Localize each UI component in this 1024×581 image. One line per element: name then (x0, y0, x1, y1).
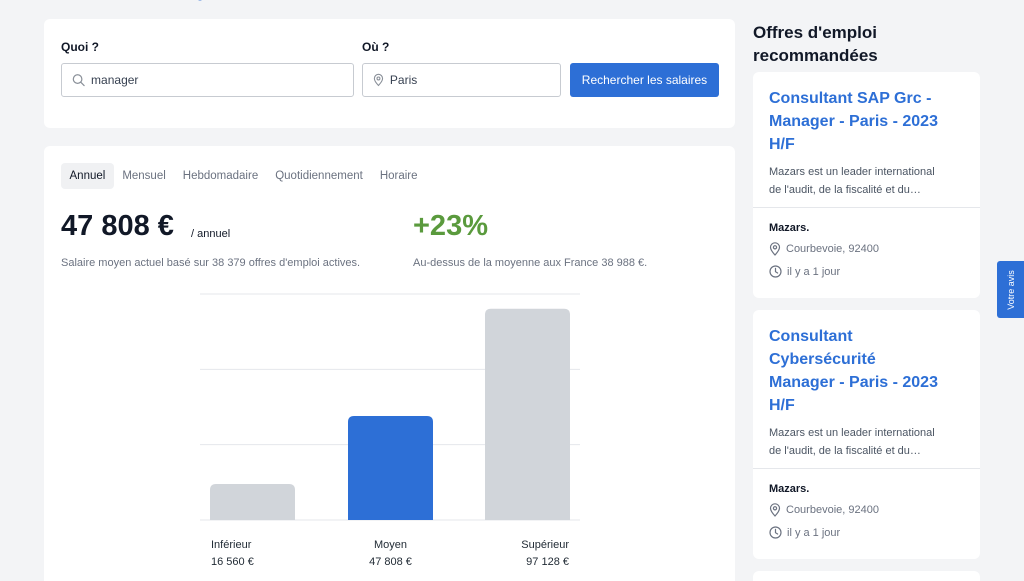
tab-annuel[interactable]: Annuel (61, 163, 114, 189)
job-posted-text: il y a 1 jour (787, 265, 841, 278)
what-label: Quoi ? (61, 40, 99, 54)
tab-quotidiennement[interactable]: Quotidiennement (275, 170, 363, 182)
chart-labels: Inférieur 16 560 € Moyen 47 808 € Supérieur 9… (211, 539, 569, 568)
job-title-link[interactable]: Consultant SAP Grc - Manager - Paris - 2… (769, 90, 938, 153)
job-description-line: de l'audit, de la fiscalité et du… (769, 445, 921, 457)
divider (753, 468, 980, 469)
job-card[interactable]: Consultant Cybersécurité Manager - Paris… (753, 310, 980, 559)
what-input[interactable] (91, 73, 353, 87)
location-pin-icon (373, 73, 384, 87)
job-description-line: Mazars est un leader international (769, 427, 935, 439)
what-field[interactable] (61, 63, 354, 97)
job-posted: il y a 1 jour (769, 526, 840, 539)
location-pin-icon (769, 503, 781, 517)
chart-bar-1 (348, 416, 433, 520)
top-link-fragment (198, 0, 202, 1)
search-icon (72, 74, 85, 87)
chart-value-label: 47 808 € (369, 556, 412, 568)
feedback-tab[interactable]: Votre avis (997, 261, 1024, 318)
tab-mensuel[interactable]: Mensuel (122, 170, 166, 182)
job-location-text: Courbevoie, 92400 (786, 243, 879, 255)
chart-bar-2 (485, 308, 570, 520)
where-field[interactable] (362, 63, 561, 97)
search-card: Quoi ? Où ? Rechercher les salaires (44, 19, 735, 128)
salary-period-unit: / annuel (191, 228, 231, 240)
salary-card: Annuel Mensuel Hebdomadaire Quotidiennem… (44, 146, 735, 581)
tab-hebdomadaire[interactable]: Hebdomadaire (182, 170, 259, 182)
chart-category-label: Moyen (374, 539, 407, 551)
job-company: Mazars. (769, 222, 810, 234)
job-card[interactable] (753, 571, 980, 581)
chart-category-label: Supérieur (521, 539, 569, 551)
divider (753, 207, 980, 208)
feedback-label: Votre avis (1005, 269, 1016, 310)
job-location: Courbevoie, 92400 (769, 503, 879, 517)
recommended-jobs-heading: Offres d'emploi recommandées (753, 23, 878, 65)
job-location-text: Courbevoie, 92400 (786, 504, 879, 516)
search-salaries-button[interactable]: Rechercher les salaires (570, 63, 719, 97)
where-input[interactable] (389, 73, 560, 87)
chart-bars (210, 308, 570, 520)
period-tabs: Annuel Mensuel Hebdomadaire Quotidiennem… (61, 163, 426, 189)
job-posted-text: il y a 1 jour (787, 526, 841, 539)
average-caption: Salaire moyen actuel basé sur 38 379 off… (61, 257, 361, 269)
clock-icon (769, 526, 782, 539)
chart-value-label: 16 560 € (211, 556, 254, 568)
clock-icon (769, 265, 782, 278)
job-location: Courbevoie, 92400 (769, 242, 879, 256)
job-posted: il y a 1 jour (769, 265, 840, 278)
job-description-line: de l'audit, de la fiscalité et du… (769, 184, 921, 196)
job-title-link[interactable]: Consultant Cybersécurité Manager - Paris… (769, 328, 938, 414)
average-salary: 47 808 € (61, 210, 174, 242)
location-pin-icon (769, 242, 781, 256)
comparison-percent: +23% (413, 210, 488, 242)
job-card[interactable]: Consultant SAP Grc - Manager - Paris - 2… (753, 72, 980, 298)
salary-bar-chart: Inférieur 16 560 € Moyen 47 808 € Supérieur 9… (200, 293, 580, 568)
chart-category-label: Inférieur (211, 539, 252, 551)
where-label: Où ? (362, 40, 390, 54)
chart-bar-0 (210, 483, 295, 520)
chart-value-label: 97 128 € (526, 556, 569, 568)
comparison-caption: Au-dessus de la moyenne aux France 38 98… (413, 257, 648, 269)
job-company: Mazars. (769, 483, 810, 495)
tab-horaire[interactable]: Horaire (379, 170, 418, 182)
job-description-line: Mazars est un leader international (769, 166, 935, 178)
